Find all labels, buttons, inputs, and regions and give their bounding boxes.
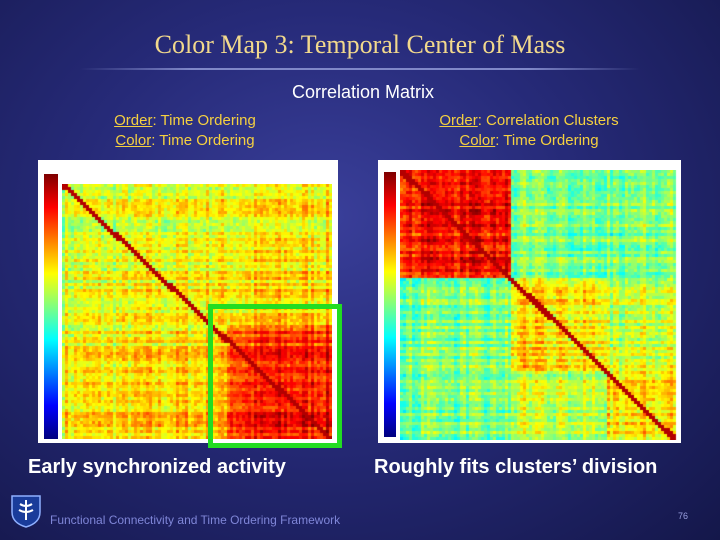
page-number: 76: [678, 511, 689, 521]
left-matrix-frame: [38, 160, 338, 443]
right-color-value: : Time Ordering: [495, 132, 599, 149]
left-correlation-matrix: [62, 184, 332, 439]
footer-text: Functional Connectivity and Time Orderin…: [50, 513, 341, 527]
left-colorbar: [44, 174, 58, 439]
right-matrix-frame: [378, 160, 681, 443]
title-divider: [80, 68, 640, 70]
right-panel-caption: Order: Correlation Clusters Color: Time …: [398, 111, 660, 151]
left-order-value: : Time Ordering: [152, 112, 256, 129]
left-panel-caption: Order: Time Ordering Color: Time Orderin…: [80, 111, 290, 151]
right-correlation-matrix: [400, 170, 678, 440]
left-color-value: : Time Ordering: [151, 132, 255, 149]
early-activity-highlight-box: [208, 304, 342, 448]
university-logo-icon: [11, 495, 41, 528]
left-color-key: Color: [115, 132, 152, 149]
right-color-key: Color: [459, 132, 496, 149]
left-order-key: Order: [114, 112, 153, 129]
right-bottom-caption: Roughly fits clusters’ division: [374, 456, 658, 478]
slide-title: Color Map 3: Temporal Center of Mass: [154, 30, 566, 59]
slide-subtitle: Correlation Matrix: [291, 82, 435, 102]
right-order-key: Order: [439, 112, 478, 129]
right-order-value: : Correlation Clusters: [477, 112, 619, 129]
right-colorbar: [384, 172, 396, 437]
left-bottom-caption: Early synchronized activity: [28, 456, 286, 478]
